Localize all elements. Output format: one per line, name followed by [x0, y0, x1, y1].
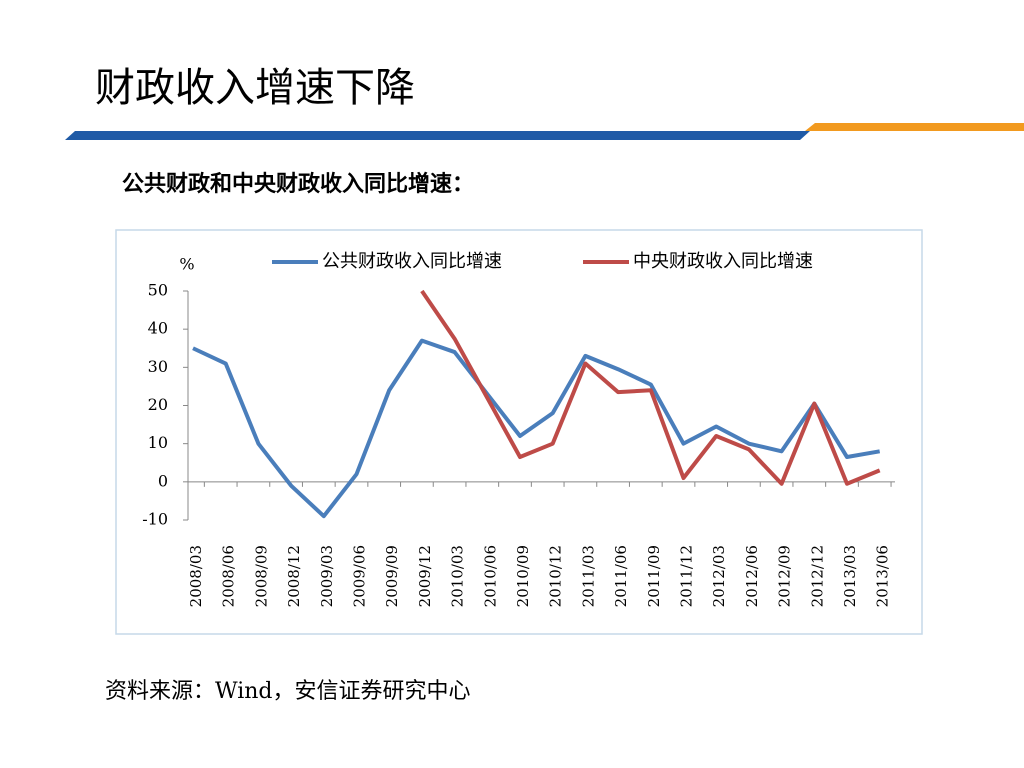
x-tick-label: 2011/12: [678, 545, 696, 607]
x-tick-label: 2010/09: [514, 545, 532, 607]
x-tick-label: 2008/12: [285, 545, 303, 607]
subtitle: 公共财政和中央财政收入同比增速：: [122, 171, 474, 197]
y-tick-label: 20: [148, 395, 168, 414]
slide-title: 财政收入增速下降: [95, 65, 415, 111]
x-tick-label: 2009/09: [383, 545, 401, 607]
x-tick-label: 2009/06: [351, 545, 369, 607]
y-unit: %: [179, 255, 194, 274]
x-tick-label: 2013/03: [841, 545, 859, 607]
title-bar-blue: [65, 131, 810, 140]
y-tick-label: 10: [148, 433, 168, 452]
x-tick-label: 2012/06: [743, 545, 761, 607]
x-tick-label: 2009/12: [416, 545, 434, 607]
x-tick-label: 2009/03: [318, 545, 336, 607]
x-tick-label: 2010/03: [449, 545, 467, 607]
series-line: [420, 289, 881, 486]
x-tick-label: 2012/09: [776, 545, 794, 607]
x-tick-label: 2012/12: [808, 545, 826, 607]
y-tick-label: 0: [158, 471, 168, 490]
y-tick-label: -10: [142, 510, 168, 529]
x-tick-label: 2010/12: [547, 545, 565, 607]
x-tick-label: 2011/03: [579, 545, 597, 607]
x-tick-label: 2011/09: [645, 545, 663, 607]
x-tick-label: 2008/03: [187, 545, 205, 607]
series-line: [192, 338, 881, 519]
y-tick-label: 30: [148, 357, 168, 376]
x-tick-label: 2008/09: [252, 545, 270, 607]
y-tick-label: 50: [148, 281, 168, 300]
title-bar-orange: [805, 123, 1024, 131]
x-tick-label: 2008/06: [220, 545, 238, 607]
x-tick-label: 2010/06: [481, 545, 499, 607]
legend-label: 中央财政收入同比增速: [633, 251, 813, 272]
legend-label: 公共财政收入同比增速: [322, 251, 502, 272]
x-tick-label: 2012/03: [710, 545, 728, 607]
source-note: 资料来源：Wind，安信证券研究中心: [105, 679, 471, 704]
y-tick-label: 40: [148, 319, 168, 338]
x-tick-label: 2013/06: [874, 545, 892, 607]
x-tick-label: 2011/06: [612, 545, 630, 607]
